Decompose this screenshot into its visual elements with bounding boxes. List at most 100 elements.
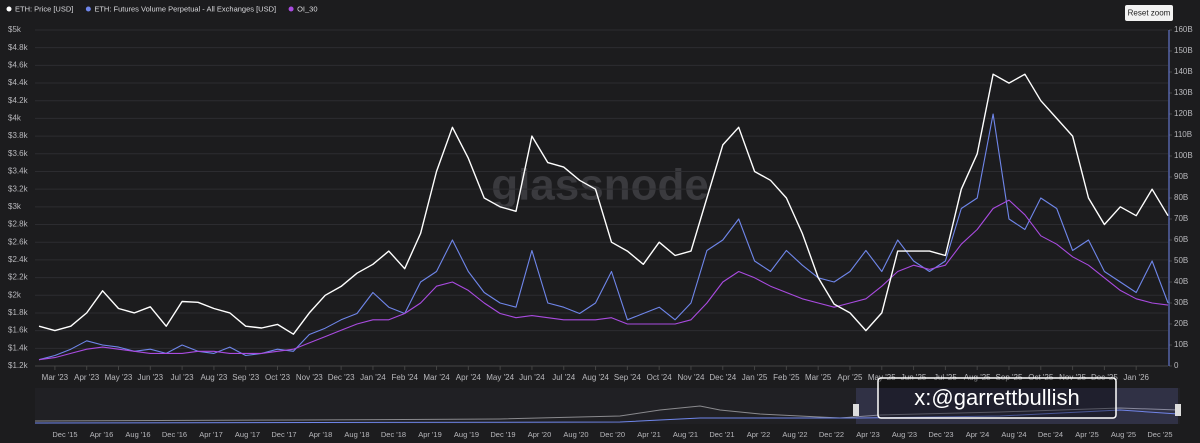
- reset-zoom-label[interactable]: Reset zoom: [1128, 9, 1171, 18]
- y2-tick-label: 90B: [1174, 172, 1188, 181]
- reset-zoom-button[interactable]: [1125, 5, 1173, 21]
- annotation: x:@garrettbullish: [914, 385, 1079, 410]
- y-tick-label: $4.6k: [8, 60, 29, 69]
- navigator-label: Dec '17: [271, 430, 296, 439]
- navigator-label: Dec '19: [490, 430, 515, 439]
- legend-marker: [288, 6, 294, 12]
- navigator-label: Aug '21: [673, 430, 698, 439]
- y-tick-label: $2.2k: [8, 273, 29, 282]
- y-tick-label: $3.4k: [8, 167, 29, 176]
- navigator-label: Aug '19: [454, 430, 479, 439]
- y2-tick-label: 60B: [1174, 235, 1188, 244]
- x-tick-label: Feb '25: [773, 373, 800, 382]
- navigator-label: Dec '15: [52, 430, 77, 439]
- y-tick-label: $4.2k: [8, 96, 29, 105]
- y2-tick-label: 110B: [1174, 130, 1192, 139]
- navigator-label: Dec '24: [1038, 430, 1063, 439]
- legend-marker: [6, 6, 12, 12]
- y-tick-label: $1.2k: [8, 361, 29, 370]
- y2-tick-label: 140B: [1174, 67, 1193, 76]
- x-tick-label: Apr '24: [456, 373, 482, 382]
- navigator-label: Apr '25: [1075, 430, 1099, 439]
- x-tick-label: Aug '24: [582, 373, 609, 382]
- navigator-label: Aug '23: [892, 430, 917, 439]
- annotation-box: [877, 377, 1117, 419]
- y2-tick-label: 160B: [1174, 25, 1193, 34]
- y-tick-label: $1.4k: [8, 343, 29, 352]
- x-tick-label: Mar '23: [42, 373, 69, 382]
- legend-label: ETH: Price [USD]: [15, 4, 73, 13]
- navigator-label: Apr '21: [637, 430, 661, 439]
- navigator-label: Dec '16: [162, 430, 187, 439]
- x-tick-label: Jul '23: [171, 373, 194, 382]
- x-tick-label: Nov '23: [296, 373, 323, 382]
- navigator-label: Dec '23: [928, 430, 953, 439]
- navigator-label: Apr '20: [528, 430, 552, 439]
- legend-label: OI_30: [297, 4, 317, 13]
- navigator: Dec '15 Apr '16 Aug '16 Dec '16 Apr '17 Aug '…: [34, 388, 1181, 439]
- y-tick-label: $3.2k: [8, 184, 29, 193]
- y-tick-label: $2.4k: [8, 255, 29, 264]
- y2-tick-label: 40B: [1174, 277, 1188, 286]
- y2-tick-label: 70B: [1174, 214, 1188, 223]
- y-tick-label: $5k: [8, 25, 22, 34]
- y-tick-label: $2k: [8, 290, 22, 299]
- navigator-label: Dec '25: [1147, 430, 1172, 439]
- navigator-label: Apr '18: [309, 430, 333, 439]
- navigator-handle[interactable]: [853, 404, 859, 416]
- y-tick-label: $1.8k: [8, 308, 29, 317]
- y2-tick-label: 100B: [1174, 151, 1193, 160]
- y2-tick-label: 120B: [1174, 109, 1193, 118]
- y2-tick-label: 30B: [1174, 298, 1188, 307]
- navigator-label: Dec '18: [381, 430, 406, 439]
- navigator-label: Aug '24: [1001, 430, 1026, 439]
- x-tick-label: Jul '24: [552, 373, 575, 382]
- series-line: [38, 199, 1169, 361]
- x-tick-label: Mar '25: [805, 373, 832, 382]
- watermark: glassnode: [491, 161, 709, 210]
- x-tick-label: Jan '25: [742, 373, 768, 382]
- y-tick-label: $1.6k: [8, 326, 29, 335]
- navigator-label: Dec '22: [819, 430, 844, 439]
- y2-tick-label: 20B: [1174, 319, 1188, 328]
- x-tick-label: Nov '24: [678, 373, 705, 382]
- navigator-label: Apr '16: [90, 430, 114, 439]
- x-tick-label: May '23: [105, 373, 133, 382]
- y-tick-label: $4.4k: [8, 78, 29, 87]
- navigator-handle[interactable]: [1175, 404, 1181, 416]
- navigator-label: Aug '16: [125, 430, 150, 439]
- x-tick-label: Oct '23: [265, 373, 291, 382]
- y-tick-label: $2.6k: [8, 237, 29, 246]
- navigator-line: [34, 405, 1179, 422]
- x-tick-label: Jan '24: [360, 373, 386, 382]
- y2-tick-label: 0: [1174, 361, 1179, 370]
- x-tick-label: Mar '24: [423, 373, 450, 382]
- y-tick-label: $3.6k: [8, 149, 29, 158]
- x-tick-label: Jun '24: [519, 373, 545, 382]
- y-tick-label: $4k: [8, 114, 22, 123]
- x-tick-label: Jan '26: [1123, 373, 1149, 382]
- x-tick-label: Apr '23: [74, 373, 100, 382]
- legend-marker: [85, 6, 91, 12]
- navigator-line: [34, 409, 1179, 424]
- y2-tick-label: 80B: [1174, 193, 1188, 202]
- x-tick-label: May '24: [486, 373, 514, 382]
- legend-label: ETH: Futures Volume Perpetual - All Exch…: [94, 4, 276, 13]
- navigator-label: Aug '17: [235, 430, 260, 439]
- x-tick-label: Jun '23: [138, 373, 164, 382]
- navigator-label: Dec '21: [709, 430, 734, 439]
- navigator-label: Apr '23: [856, 430, 880, 439]
- y2-tick-label: 10B: [1174, 340, 1188, 349]
- y2-tick-label: 150B: [1174, 46, 1193, 55]
- y-tick-label: $3.8k: [8, 131, 29, 140]
- y2-tick-label: 130B: [1174, 88, 1193, 97]
- x-tick-label: Apr '25: [837, 373, 863, 382]
- y2-tick-label: 50B: [1174, 256, 1188, 265]
- x-tick-label: Oct '24: [647, 373, 673, 382]
- x-tick-label: Sep '23: [232, 373, 259, 382]
- y-tick-label: $3k: [8, 202, 22, 211]
- x-tick-label: Aug '23: [200, 373, 227, 382]
- y-tick-label: $2.8k: [8, 220, 29, 229]
